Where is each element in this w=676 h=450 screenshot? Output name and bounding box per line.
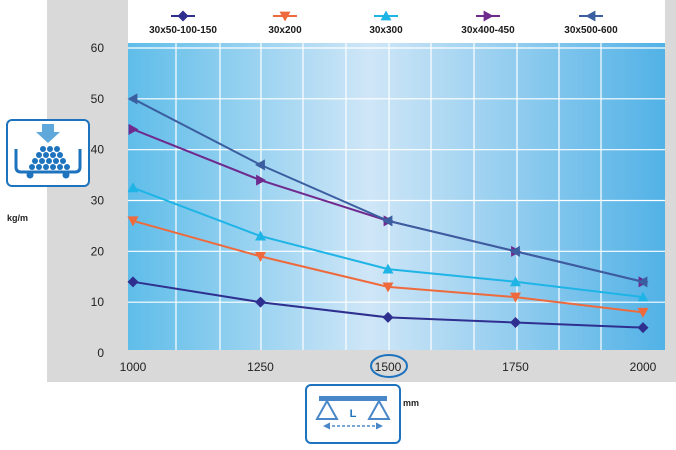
series-0 xyxy=(127,276,649,334)
x-tick-label: 2000 xyxy=(630,360,657,374)
x-tick-label: 1000 xyxy=(120,360,147,374)
data-point xyxy=(127,216,139,227)
y-tick-label: 0 xyxy=(97,346,104,360)
legend-item: 30x400-450 xyxy=(461,10,515,36)
load-on-beam-icon xyxy=(6,119,90,187)
data-point xyxy=(255,230,266,241)
data-point xyxy=(255,296,266,308)
legend-label: 30x400-450 xyxy=(461,25,515,36)
x-axis-label: mm xyxy=(403,398,419,408)
legend-item: 30x500-600 xyxy=(564,10,618,36)
legend-label: 30x200 xyxy=(268,25,302,36)
data-point xyxy=(382,263,394,274)
y-tick-label: 10 xyxy=(91,295,105,309)
y-axis: 0 10 20 30 40 50 60 xyxy=(91,41,105,360)
legend-marker xyxy=(585,10,596,22)
data-point xyxy=(127,276,139,288)
data-point xyxy=(127,93,138,105)
legend-label: 30x50-100-150 xyxy=(149,25,217,36)
x-tick-label: 1750 xyxy=(502,360,529,374)
data-point xyxy=(256,174,266,186)
data-point xyxy=(637,307,649,318)
data-point xyxy=(127,182,139,193)
data-point xyxy=(637,322,649,334)
y-tick-label: 60 xyxy=(91,41,105,55)
data-point xyxy=(510,317,521,328)
y-tick-label: 20 xyxy=(91,244,105,258)
legend-marker xyxy=(380,10,392,21)
legend-item: 30x50-100-150 xyxy=(149,10,217,36)
data-point xyxy=(637,291,649,302)
y-axis-label: kg/m xyxy=(7,213,28,223)
series-4 xyxy=(127,93,648,288)
series-2 xyxy=(127,182,649,302)
series-1 xyxy=(127,216,649,318)
data-point xyxy=(382,282,394,293)
legend-marker xyxy=(483,10,494,22)
data-point xyxy=(510,276,521,287)
legend-label: 30x300 xyxy=(369,25,403,36)
y-tick-label: 40 xyxy=(91,143,105,157)
legend-item: 30x200 xyxy=(268,11,302,36)
x-tick-label: 1250 xyxy=(247,360,274,374)
legend-strip xyxy=(128,0,665,43)
y-tick-label: 50 xyxy=(91,92,105,106)
legend-label: 30x500-600 xyxy=(564,25,618,36)
legend-marker xyxy=(177,10,189,22)
data-point xyxy=(637,276,648,288)
legend: 30x50-100-150 30x200 30x300 30x400-450 30x50… xyxy=(149,10,618,36)
x-tick-label: 1500 xyxy=(375,360,402,374)
data-point xyxy=(128,123,139,135)
data-point xyxy=(382,311,394,323)
highlighted-tick-ring xyxy=(370,354,408,378)
data-point xyxy=(255,252,266,262)
x-axis: 1000 1250 1500 1750 2000 xyxy=(120,360,657,374)
legend-item: 30x300 xyxy=(369,10,403,36)
span-length-L-icon: L xyxy=(305,384,401,444)
y-tick-label: 30 xyxy=(91,194,105,208)
gridlines xyxy=(128,43,665,350)
plot-area xyxy=(128,43,665,350)
data-point xyxy=(382,215,393,227)
legend-marker xyxy=(279,11,291,22)
series-lines xyxy=(127,93,649,334)
data-point xyxy=(255,159,265,171)
data-point xyxy=(510,292,521,303)
data-point xyxy=(510,245,520,257)
span-label: L xyxy=(350,408,357,420)
